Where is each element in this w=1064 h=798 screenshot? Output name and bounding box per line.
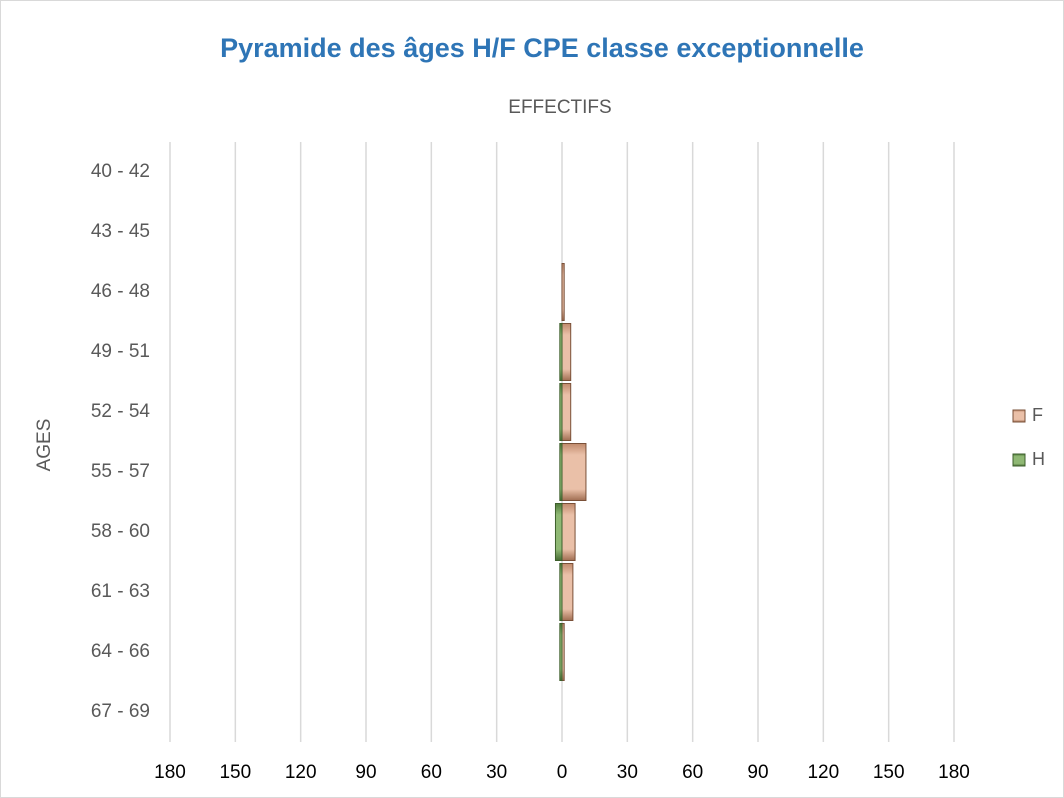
legend-label: H bbox=[1032, 449, 1045, 469]
bar bbox=[559, 443, 563, 501]
x-tick-label: 0 bbox=[557, 762, 568, 783]
bar bbox=[561, 263, 565, 321]
x-tick-label: 90 bbox=[355, 762, 376, 783]
y-tick-label: 52 - 54 bbox=[91, 401, 151, 422]
x-tick-label: 30 bbox=[486, 762, 507, 783]
x-axis-title: EFFECTIFS bbox=[508, 97, 611, 118]
x-tick-label: 150 bbox=[873, 762, 905, 783]
bar bbox=[561, 323, 572, 381]
y-tick-label: 46 - 48 bbox=[91, 281, 150, 302]
legend-swatch bbox=[1012, 453, 1026, 467]
legend-swatch bbox=[1012, 409, 1026, 423]
bar bbox=[561, 443, 587, 501]
y-tick-label: 43 - 45 bbox=[91, 221, 150, 242]
bar bbox=[554, 503, 563, 561]
bar bbox=[559, 323, 563, 381]
x-tick-label: 90 bbox=[747, 762, 768, 783]
bar bbox=[559, 623, 563, 681]
bar bbox=[559, 563, 563, 621]
x-tick-label: 150 bbox=[219, 762, 251, 783]
bar bbox=[561, 383, 572, 441]
y-axis-title: AGES bbox=[34, 419, 55, 472]
x-tick-label: 180 bbox=[938, 762, 970, 783]
y-tick-label: 64 - 66 bbox=[91, 641, 150, 662]
x-tick-label: 60 bbox=[682, 762, 703, 783]
bar bbox=[559, 383, 563, 441]
chart-title: Pyramide des âges H/F CPE classe excepti… bbox=[220, 33, 864, 63]
legend-label: F bbox=[1032, 405, 1043, 425]
y-tick-label: 58 - 60 bbox=[91, 521, 150, 542]
y-tick-label: 61 - 63 bbox=[91, 581, 150, 602]
y-tick-label: 49 - 51 bbox=[91, 341, 150, 362]
x-tick-label: 30 bbox=[617, 762, 638, 783]
x-tick-label: 120 bbox=[807, 762, 839, 783]
x-tick-label: 120 bbox=[285, 762, 317, 783]
y-tick-label: 67 - 69 bbox=[91, 701, 150, 722]
x-tick-label: 180 bbox=[154, 762, 186, 783]
bar bbox=[561, 563, 574, 621]
y-tick-label: 55 - 57 bbox=[91, 461, 150, 482]
bar bbox=[561, 503, 576, 561]
x-tick-label: 60 bbox=[421, 762, 442, 783]
y-tick-label: 40 - 42 bbox=[91, 161, 150, 182]
